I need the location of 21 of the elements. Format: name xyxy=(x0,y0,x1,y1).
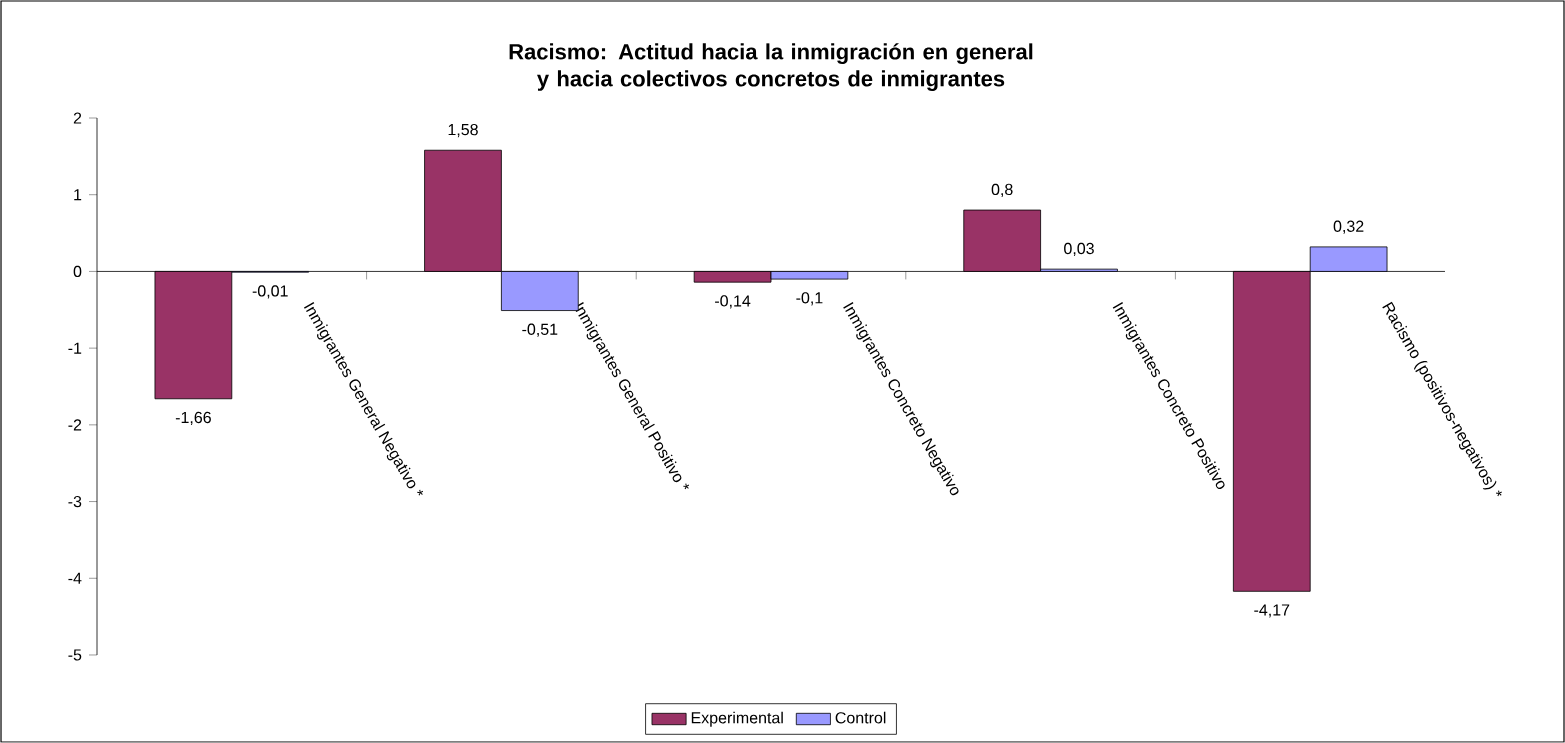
y-tick-label: 1 xyxy=(74,189,82,201)
data-label: -1,66 xyxy=(175,411,211,426)
chart-title: Racismo: Actitud hacia la inmigración en general y hacia colectivos concretos de inmigrantes xyxy=(509,43,1033,91)
data-label: 0,32 xyxy=(1333,220,1364,234)
data-label: 1,58 xyxy=(448,123,478,138)
y-tick-label: 2 xyxy=(73,112,82,124)
y-tick-label: -3 xyxy=(68,495,82,508)
y-tick-label: -4 xyxy=(68,572,82,584)
data-label: -4,17 xyxy=(1254,604,1290,618)
y-tick-label: -2 xyxy=(68,419,82,431)
data-label: -0,14 xyxy=(715,295,751,309)
data-label: -0,1 xyxy=(796,292,823,306)
legend-label: Control xyxy=(835,711,886,724)
data-label: 0,03 xyxy=(1064,242,1094,257)
data-label: 0,8 xyxy=(991,183,1013,197)
y-tick-label: -5 xyxy=(68,649,82,661)
y-tick-label: 0 xyxy=(73,265,82,278)
y-tick-label: -1 xyxy=(68,342,82,354)
legend-label: Experimental xyxy=(691,711,783,727)
data-label: -0,51 xyxy=(522,323,558,337)
data-label: -0,01 xyxy=(252,285,288,299)
